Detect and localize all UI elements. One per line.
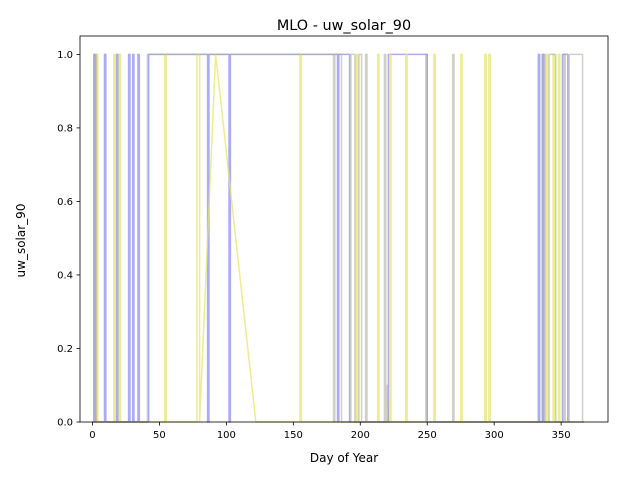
y-tick-label: 0.8 xyxy=(57,124,73,135)
chart-title: MLO - uw_solar_90 xyxy=(277,18,411,34)
x-tick-label: 250 xyxy=(418,430,437,441)
y-tick-label: 0.6 xyxy=(57,197,73,208)
y-tick-label: 0.0 xyxy=(57,418,73,429)
axes-layer: 0 50 100 150 200 250 300 350 0.0 0.2 0.4 0.6 0.8 1.0 xyxy=(57,35,609,441)
series-line-2 xyxy=(92,53,584,423)
x-axis-label: Day of Year xyxy=(310,451,378,465)
y-tick-label: 1.0 xyxy=(57,50,73,61)
x-tick-label: 100 xyxy=(217,430,236,441)
x-tick-label: 350 xyxy=(552,430,571,441)
x-tick-label: 150 xyxy=(284,430,303,441)
y-tick-label: 0.2 xyxy=(57,344,73,355)
x-tick-label: 0 xyxy=(89,430,95,441)
x-tick-label: 50 xyxy=(153,430,166,441)
x-tick-label: 200 xyxy=(351,430,370,441)
y-tick-label: 0.4 xyxy=(57,271,73,282)
y-axis-label: uw_solar_90 xyxy=(14,204,28,278)
x-tick-label: 300 xyxy=(485,430,504,441)
plot-frame xyxy=(79,35,609,423)
